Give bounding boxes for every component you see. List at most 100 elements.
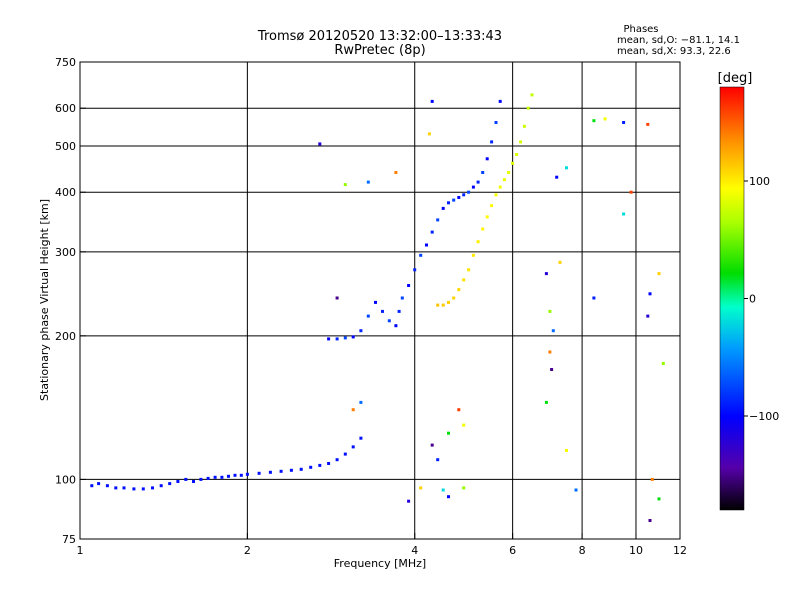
grid-lines [80,62,680,539]
data-point [657,497,661,501]
data-point [141,487,145,491]
data-point [476,240,480,244]
data-point [519,140,523,144]
data-point [184,477,188,481]
data-point [90,484,94,488]
data-point [239,473,243,477]
data-point [447,300,450,304]
data-point [462,486,466,490]
data-point [436,218,440,222]
data-point [565,449,568,452]
phases-mean-x: mean, sd,X: 93.3, 22.6 [617,46,731,57]
data-point [550,368,554,371]
data-point [650,477,654,481]
data-point [471,185,475,189]
phases-mean-o: mean, sd,O: −81.1, 14.1 [617,35,740,46]
y-tick-label: 500 [55,140,76,153]
data-point [430,443,434,447]
data-point [441,488,445,492]
data-point [485,157,489,161]
data-point [151,486,154,490]
data-point [220,475,224,479]
data-point [555,175,559,179]
colorbar: [deg] 100 0 −100 [718,71,779,511]
data-point [476,180,480,184]
data-point [413,268,417,272]
data-point [374,300,377,304]
data-point [425,243,428,247]
data-point [343,183,347,187]
data-point [558,260,562,264]
data-point [351,335,355,339]
data-point [441,206,445,210]
data-point [309,465,313,469]
plot-frame [79,61,681,540]
data-point [168,482,172,486]
x-tick-label: 6 [509,544,516,557]
x-tick-label: 12 [673,544,687,557]
data-point [381,309,384,313]
data-point [481,171,485,174]
data-point [227,474,230,478]
data-point [481,227,485,231]
data-point [457,288,461,292]
y-tick-label: 300 [55,246,76,259]
x-axis-label: Frequency [MHz] [334,557,426,570]
colorbar-ticks: 100 0 −100 [744,175,779,423]
data-point [522,124,526,128]
data-point [544,400,548,404]
colorbar-tick-label: −100 [749,410,779,423]
data-point [318,142,322,146]
data-point [359,329,363,333]
data-point [490,140,494,144]
data-point [507,171,511,174]
data-point [511,161,515,165]
data-point [548,309,552,313]
y-tick-label: 100 [55,473,76,486]
x-tick-label: 10 [629,544,643,557]
data-point [366,314,370,318]
data-point [199,477,203,481]
data-point [233,473,237,477]
y-tick-label: 600 [55,102,76,115]
y-tick-label: 400 [55,186,76,199]
data-point [565,166,568,170]
x-tick-label: 1 [77,544,84,557]
data-point [366,180,370,184]
data-point [351,408,355,412]
data-point [657,272,661,276]
data-point [430,99,434,103]
y-axis-ticks: 75 100 200 300 400 500 600 750 [55,56,86,546]
data-point [462,278,466,282]
data-point [430,230,434,234]
data-point [289,468,293,472]
data-point [502,178,506,182]
chart-subtitle: RwPretec (8p) [334,43,425,58]
data-point [343,336,347,340]
data-point [629,190,633,194]
data-point [485,215,489,219]
data-point [335,458,339,462]
data-point [335,296,339,300]
data-point [494,121,498,124]
data-point [159,484,163,488]
data-point [603,117,607,121]
data-point [394,324,398,328]
data-point [400,296,404,300]
data-point [467,190,471,194]
data-point [544,272,548,276]
x-tick-label: 4 [411,544,418,557]
data-point [359,400,363,404]
data-point [343,452,347,456]
y-axis-label: Stationary phase Virtual Height [km] [38,199,51,401]
data-point [427,132,431,136]
data-point [646,122,650,126]
data-point [397,309,401,313]
data-point [192,480,195,483]
data-point [268,470,272,474]
colorbar-tick-label: 100 [749,175,770,188]
data-point [467,268,471,272]
colorbar-gradient [719,86,745,511]
